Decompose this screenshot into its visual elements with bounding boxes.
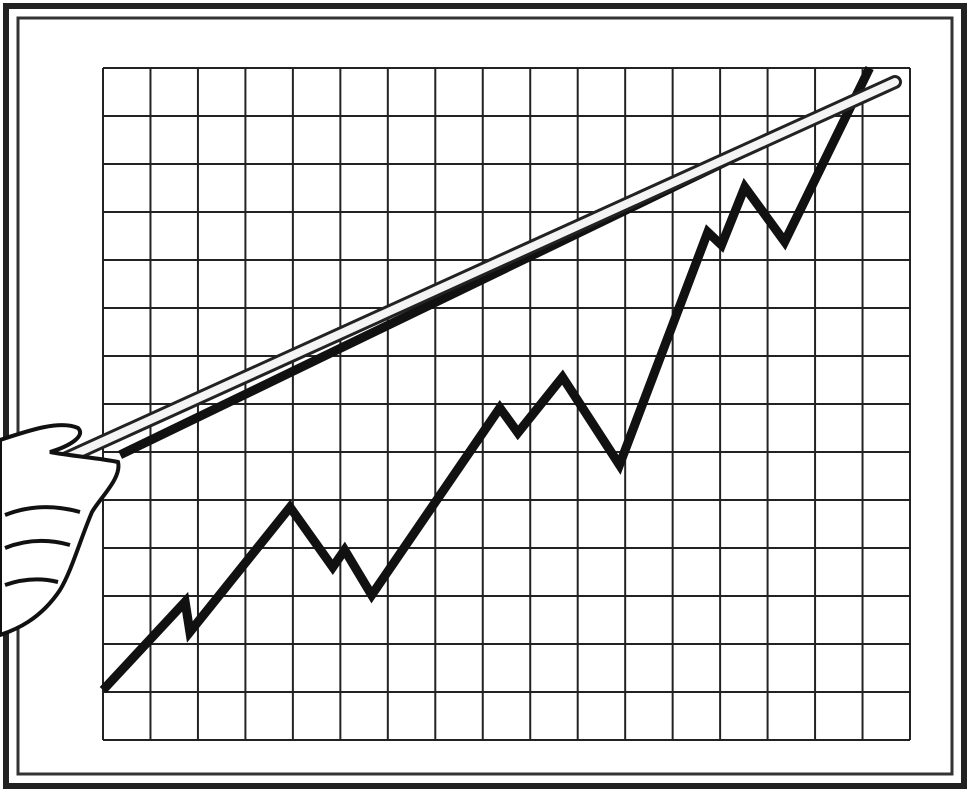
chart — [0, 0, 971, 794]
frame-inner — [18, 18, 952, 774]
